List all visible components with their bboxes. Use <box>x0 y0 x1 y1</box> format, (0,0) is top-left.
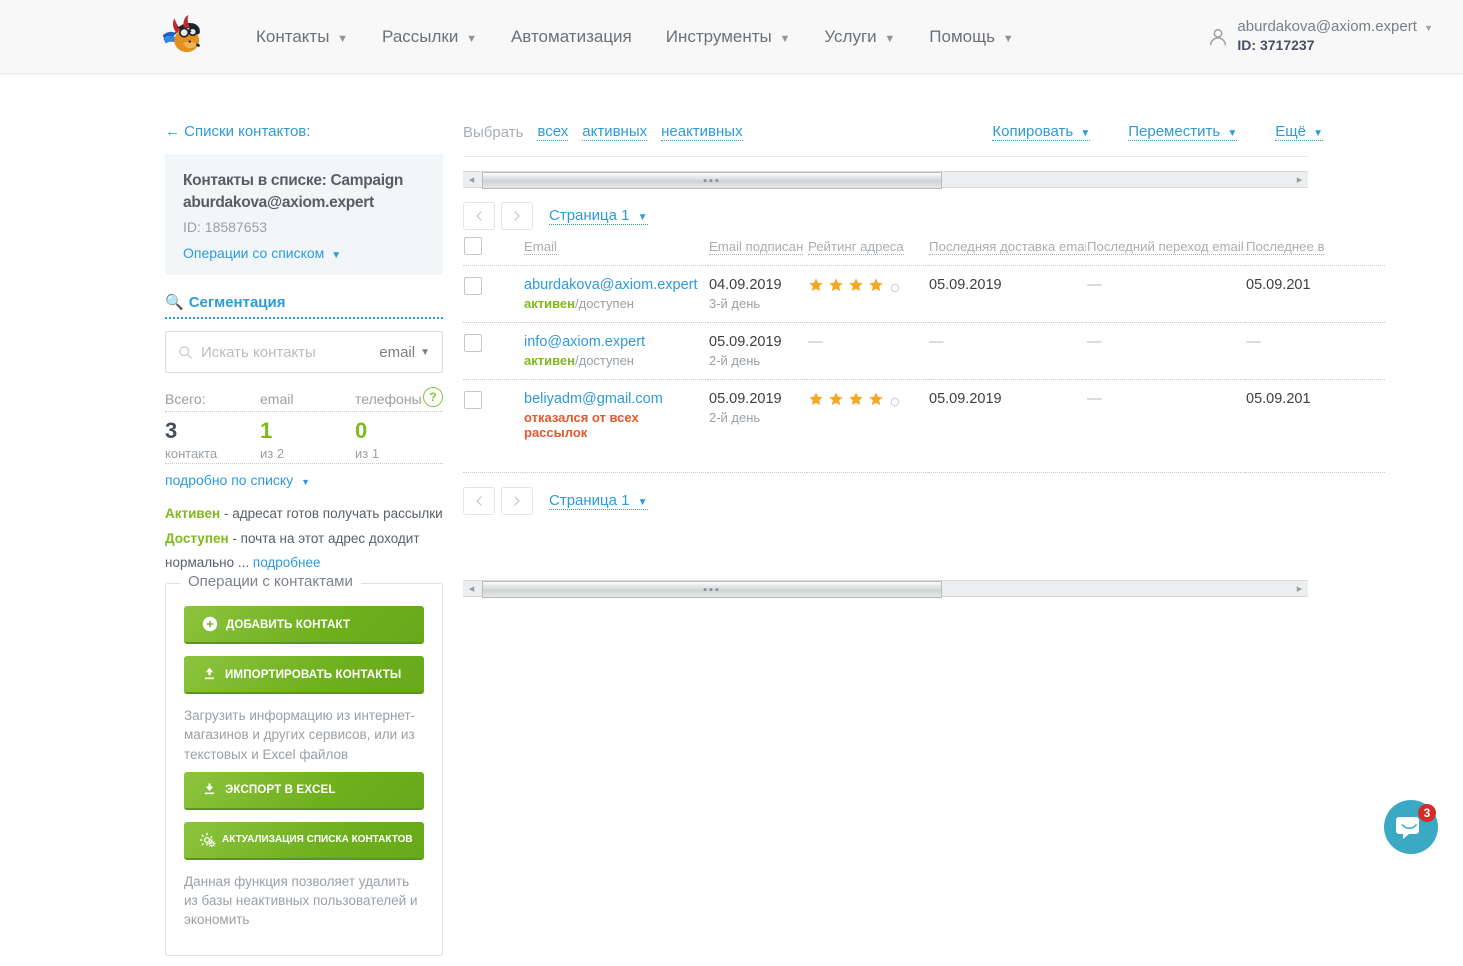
svg-text:3: 3 <box>1424 806 1431 820</box>
